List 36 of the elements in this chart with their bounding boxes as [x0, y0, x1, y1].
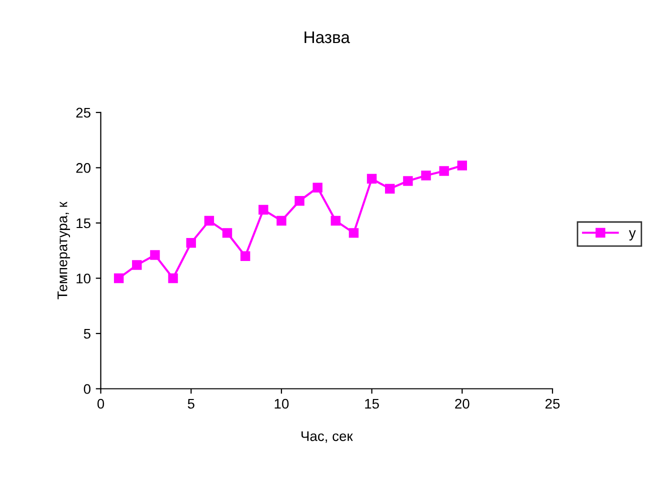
legend-label: y [628, 230, 636, 241]
point [457, 160, 468, 170]
x-tick-label: 25 [545, 398, 560, 409]
y-tick-label: 20 [76, 163, 90, 173]
point [168, 273, 178, 284]
point [186, 238, 196, 248]
y-tick-label: 10 [76, 274, 90, 284]
point [258, 204, 268, 215]
point [421, 170, 431, 180]
y-axis-title: Температура, к [58, 202, 70, 300]
point [439, 166, 449, 176]
point [276, 216, 286, 226]
point [132, 260, 142, 270]
point [312, 182, 322, 192]
y-tick-label: 0 [84, 384, 90, 394]
point [403, 176, 413, 186]
point [294, 196, 304, 206]
point [150, 250, 160, 260]
point [222, 228, 232, 238]
point [204, 216, 214, 226]
x-tick-label: 5 [188, 398, 194, 409]
chart-title: Назва [304, 32, 350, 44]
y-tick-label: 25 [76, 108, 90, 118]
x-axis-title: Час, сек [302, 431, 353, 443]
x-tick-label: 10 [274, 398, 289, 409]
x-tick-label: 0 [97, 398, 104, 409]
x-tick-label: 20 [455, 398, 470, 409]
point [366, 174, 377, 184]
point [348, 228, 359, 238]
point [385, 184, 395, 194]
point [114, 273, 124, 284]
y-tick-label: 15 [76, 218, 90, 228]
point [240, 251, 250, 261]
x-tick-label: 15 [365, 398, 379, 409]
y-tick-label: 5 [84, 328, 90, 339]
point [330, 216, 341, 226]
